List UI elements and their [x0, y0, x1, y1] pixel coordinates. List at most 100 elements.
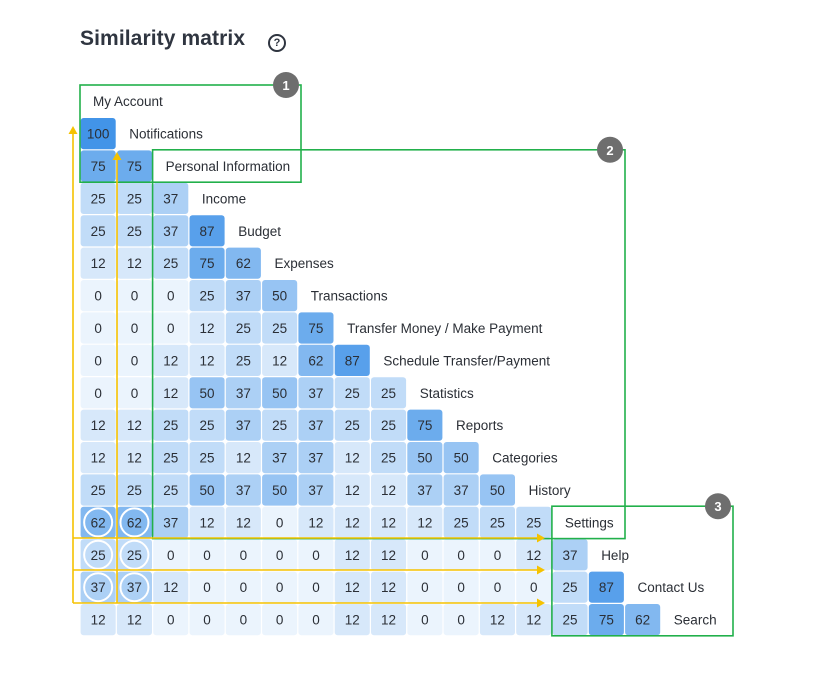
cell-value: 25: [236, 353, 251, 368]
cell-value: 75: [417, 418, 432, 433]
cell-value: 37: [308, 386, 323, 401]
matrix-cell: [116, 442, 152, 474]
cell-value: 0: [94, 353, 102, 368]
cell-value: 0: [167, 548, 175, 563]
cell-value: 50: [454, 451, 469, 466]
cell-value: 12: [345, 451, 360, 466]
matrix-cell: [189, 474, 225, 506]
arrow-head: [537, 533, 545, 543]
matrix-cell: [262, 409, 298, 441]
matrix-cell: [298, 442, 334, 474]
matrix-cell: [116, 247, 152, 279]
matrix-cell: [153, 377, 189, 409]
matrix-cell: [189, 247, 225, 279]
matrix-cell: [225, 247, 261, 279]
cell-value: 12: [163, 580, 178, 595]
matrix-cell: [262, 506, 298, 538]
help-icon[interactable]: ?: [268, 34, 286, 52]
matrix-cell: [116, 474, 152, 506]
cell-value: 0: [203, 548, 211, 563]
matrix-cell: [407, 474, 443, 506]
cell-value: 0: [457, 548, 465, 563]
matrix-cell: [225, 442, 261, 474]
matrix-cell: [334, 539, 370, 571]
matrix-cell: [80, 377, 116, 409]
cell-value: 0: [494, 580, 502, 595]
cell-value: 50: [200, 483, 215, 498]
cell-value: 62: [127, 515, 142, 530]
matrix-cell: [262, 312, 298, 344]
cell-value: 37: [272, 451, 287, 466]
row-label: Reports: [456, 418, 504, 433]
cell-value: 12: [163, 353, 178, 368]
cell-value: 37: [454, 483, 469, 498]
cell-value: 50: [272, 289, 287, 304]
arrow-head: [537, 565, 545, 575]
matrix-cell: [116, 539, 152, 571]
matrix-cell: [371, 377, 407, 409]
matrix-cell: [80, 247, 116, 279]
cell-value: 0: [167, 613, 175, 628]
matrix-cell: [225, 377, 261, 409]
cell-value: 12: [200, 515, 215, 530]
matrix-cell: [80, 571, 116, 603]
cell-value: 0: [421, 548, 429, 563]
cell-value: 12: [381, 483, 396, 498]
cell-value: 12: [91, 256, 106, 271]
matrix-cell: [116, 506, 152, 538]
cell-value: 37: [236, 418, 251, 433]
matrix-cell: [116, 409, 152, 441]
cell-value: 12: [526, 548, 541, 563]
cell-value: 12: [345, 515, 360, 530]
cell-value: 0: [240, 580, 248, 595]
matrix-cell: [189, 280, 225, 312]
cell-value: 12: [163, 386, 178, 401]
cell-value: 37: [236, 483, 251, 498]
matrix-cell: [80, 280, 116, 312]
cell-value: 0: [131, 321, 139, 336]
matrix-cell: [407, 409, 443, 441]
cell-value: 12: [308, 515, 323, 530]
matrix-cell: [443, 474, 479, 506]
matrix-cell: [189, 539, 225, 571]
highlight-ring: [119, 539, 150, 570]
matrix-cell: [80, 344, 116, 376]
matrix-cell: [479, 474, 515, 506]
matrix-cell: [189, 344, 225, 376]
cell-value: 62: [635, 613, 650, 628]
row-label: Search: [674, 613, 717, 628]
cell-value: 0: [203, 613, 211, 628]
cell-value: 0: [276, 515, 284, 530]
highlight-ring: [83, 539, 114, 570]
matrix-cell: [298, 539, 334, 571]
matrix-cell: [552, 604, 588, 636]
matrix-cell: [371, 474, 407, 506]
cell-value: 12: [200, 353, 215, 368]
cell-value: 12: [381, 580, 396, 595]
cell-value: 25: [563, 580, 578, 595]
row-label: Transfer Money / Make Payment: [347, 321, 543, 336]
cell-value: 0: [312, 580, 320, 595]
cell-value: 0: [167, 289, 175, 304]
cell-value: 25: [200, 289, 215, 304]
cell-value: 75: [127, 159, 142, 174]
cell-value: 0: [203, 580, 211, 595]
cell-value: 37: [163, 191, 178, 206]
highlight-ring: [83, 507, 114, 538]
row-label: Notifications: [129, 127, 203, 142]
matrix-cell: [80, 409, 116, 441]
highlight-ring: [119, 572, 150, 603]
matrix-cell: [407, 539, 443, 571]
row-label: Budget: [238, 224, 281, 239]
cell-value: 87: [345, 353, 360, 368]
matrix-cell: [552, 571, 588, 603]
cell-value: 50: [200, 386, 215, 401]
matrix-cell: [189, 377, 225, 409]
cell-value: 100: [87, 127, 110, 142]
cell-value: 12: [381, 613, 396, 628]
matrix-cell: [298, 409, 334, 441]
matrix-cell: [262, 442, 298, 474]
matrix-cell: [80, 539, 116, 571]
matrix-cell: [153, 409, 189, 441]
matrix-cell: [80, 215, 116, 247]
